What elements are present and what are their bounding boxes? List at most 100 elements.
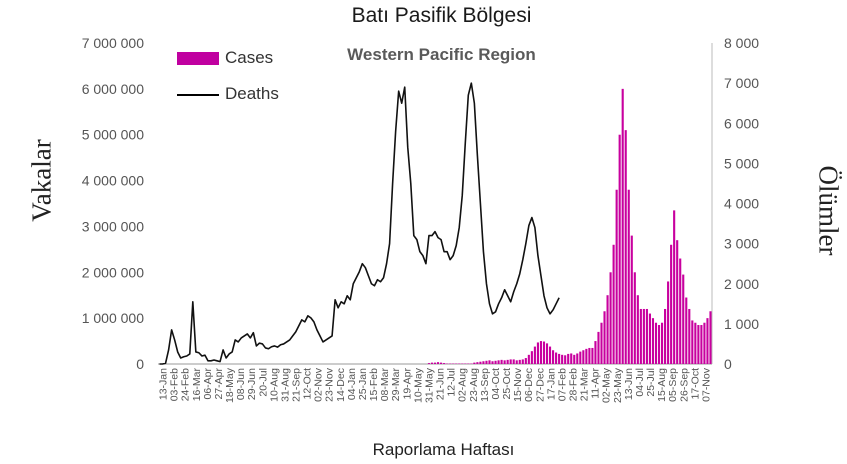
x-tick-label: 15-Feb [368,368,380,401]
cases-bar [670,244,673,364]
x-tick-label: 29-Jun [246,368,258,400]
x-tick-label: 17-Oct [689,368,701,400]
cases-bar [706,318,709,364]
x-tick-label: 12-Jul [446,368,458,397]
x-tick-label: 06-Dec [523,368,535,402]
cases-bar [579,351,582,364]
cases-bar [615,189,618,364]
y-right-tick-label: 1 000 [724,316,759,332]
x-tick-label: 13-Sep [479,368,491,402]
y-right-tick-label: 7 000 [724,75,759,91]
cases-bar [545,343,549,364]
cases-bar [621,88,624,364]
x-tick-label: 24-Feb [180,368,192,401]
x-tick-label: 18-May [224,367,236,403]
cases-bar [639,308,642,364]
cases-bar [443,363,446,364]
cases-bar [485,360,488,364]
x-tick-label: 25-Jan [357,368,369,400]
y-left-tick-label: 3 000 000 [82,218,144,234]
cases-bar [430,362,434,364]
x-tick-label: 21-Jun [435,368,447,400]
cases-bar [494,360,497,364]
cases-bar [573,354,576,364]
legend-cases-label: Cases [225,48,274,67]
x-tick-label: 29-Mar [390,368,402,402]
cases-bar [657,325,661,364]
cases-bar [439,362,443,364]
x-tick-label: 19-Apr [401,367,413,399]
x-tick-label: 04-Jul [634,368,646,397]
cases-bar [645,308,648,364]
cases-bar [527,354,530,364]
cases-bar [660,322,664,364]
cases-bar [521,359,524,364]
x-tick-label: 27-Apr [213,367,225,399]
y-left-tick-label: 4 000 000 [82,173,144,189]
x-tick-label: 07-Nov [700,367,712,402]
x-tick-label: 13-Jan [158,368,170,400]
x-tick-label: 15-Nov [512,367,524,402]
cases-bar [476,362,479,364]
cases-bar [694,322,697,364]
y-left-tick-label: 6 000 000 [82,81,144,97]
cases-bar [603,311,606,364]
y-right-tick-label: 5 000 [724,155,759,171]
cases-bar [552,350,555,364]
cases-bar [709,311,712,364]
cases-bar [591,347,594,364]
deaths-line [159,82,560,365]
x-tick-label: 28-Feb [568,368,580,401]
cases-bar [561,354,564,364]
x-tick-label: 26-Sep [678,368,690,402]
x-tick-label: 13-Jun [623,368,635,400]
cases-bar [642,308,645,364]
cases-bar [488,360,491,364]
cases-bar [688,308,691,364]
cases-bar [564,355,567,364]
cases-bar [676,240,679,364]
x-tick-label: 05-Sep [667,368,679,402]
cases-bar [518,359,521,364]
cases-bar [473,362,476,364]
cases-bar [585,348,588,364]
cases-bar [555,352,558,364]
cases-bar [679,258,682,364]
x-tick-label: 03-Feb [169,368,181,401]
x-tick-label: 15-Aug [656,368,668,402]
cases-bar [600,322,603,364]
cases-bar [542,341,546,364]
x-tick-label: 04-Oct [490,368,502,400]
cases-bar [548,346,552,364]
x-tick-label: 02-Aug [457,368,469,402]
y-left-tick-label: 5 000 000 [82,127,144,143]
cases-bar [606,295,609,364]
x-tick-label: 02-Nov [313,367,325,402]
x-tick-label: 23-Aug [468,368,480,402]
cases-bar [509,359,512,364]
cases-bar [612,244,615,364]
chart-title: Batı Pasifik Bölgesi [351,4,532,27]
cases-bar [697,325,700,364]
cases-bar [682,274,685,364]
x-tick-label: 25-Oct [501,368,513,400]
cases-bar [624,130,627,364]
x-tick-label: 12-Oct [302,368,314,400]
cases-bar [630,235,633,364]
cases-bar [588,347,591,364]
legend-deaths-label: Deaths [225,84,279,103]
x-axis-label: Raporlama Haftası [372,440,515,459]
legend-deaths-swatch [177,94,219,96]
x-tick-label: 23-Nov [324,367,336,402]
cases-bar [664,308,667,364]
x-tick-label: 16-Mar [191,368,203,402]
cases-bar [482,361,485,364]
cases-bar [700,325,703,364]
cases-bar [627,189,630,364]
y-left-tick-label: 0 [136,356,144,372]
cases-bar [524,358,527,364]
cases-bar [558,353,561,364]
x-tick-label: 10-Aug [268,368,280,402]
